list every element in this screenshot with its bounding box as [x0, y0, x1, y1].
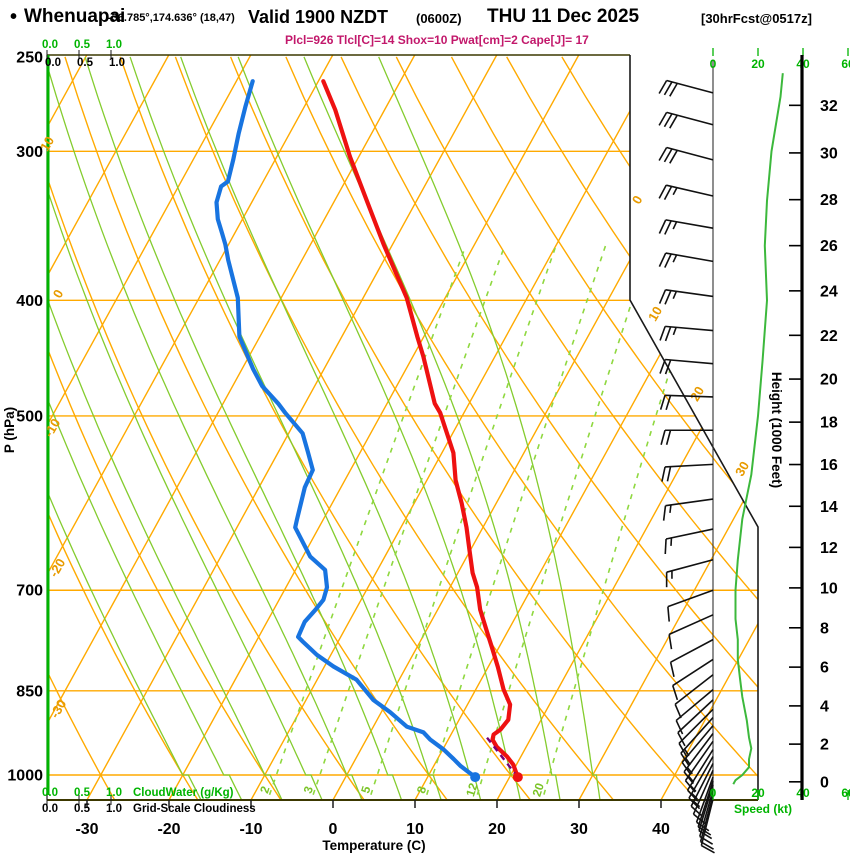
svg-text:8: 8 [820, 620, 829, 637]
svg-text:20: 20 [820, 372, 838, 389]
svg-text:500: 500 [16, 408, 43, 425]
pressure-axis: 250 300 400 500 700 850 1000 P (hPa) [2, 49, 43, 784]
svg-text:16: 16 [820, 457, 838, 474]
svg-text:1.0: 1.0 [109, 57, 125, 69]
parcel-path [484, 734, 519, 778]
svg-text:0.0: 0.0 [42, 787, 58, 799]
mixing-ratio-grid [265, 245, 710, 800]
isotherm-grid [47, 55, 758, 800]
svg-text:14: 14 [820, 499, 838, 516]
svg-text:10: 10 [406, 821, 424, 838]
svg-text:1.0: 1.0 [106, 803, 122, 815]
svg-text:400: 400 [16, 293, 43, 310]
svg-text:5: 5 [358, 784, 373, 795]
svg-text:P (hPa): P (hPa) [2, 407, 17, 453]
svg-text:6: 6 [820, 660, 829, 677]
surface-temperature-dot [512, 772, 523, 783]
svg-text:0.5: 0.5 [77, 57, 94, 69]
svg-text:0.0: 0.0 [42, 803, 58, 815]
plot-frame [46, 54, 759, 801]
svg-text:28: 28 [820, 192, 838, 209]
svg-text:850: 850 [16, 683, 43, 700]
cloud-scales: 0.0 0.0 0.0 0.0 0.5 0.5 0.5 0.5 1.0 1.0 1.0 1.0 Clou… [42, 39, 256, 815]
svg-text:-30: -30 [75, 821, 98, 838]
svg-text:Speed (kt): Speed (kt) [734, 802, 792, 816]
dewpoint-curve [214, 79, 478, 780]
wind-speed-curve [732, 73, 784, 785]
svg-text:10: 10 [820, 580, 838, 597]
svg-text:1.0: 1.0 [106, 787, 122, 799]
svg-text:1.0: 1.0 [106, 39, 122, 51]
svg-text:0: 0 [629, 193, 646, 207]
svg-text:10: 10 [37, 134, 57, 154]
station-coordinates: -36.785°,174.636° (18,47) [108, 12, 235, 24]
utc-time: (0600Z) [416, 11, 462, 26]
svg-text:CloudWater (g/Kg): CloudWater (g/Kg) [133, 787, 234, 799]
svg-text:0: 0 [50, 287, 67, 301]
svg-text:12: 12 [463, 781, 481, 798]
sounding-profiles [214, 79, 523, 783]
svg-text:-20: -20 [157, 821, 180, 838]
svg-text:0.0: 0.0 [45, 57, 61, 69]
svg-text:20: 20 [751, 786, 765, 800]
svg-text:0.5: 0.5 [74, 787, 91, 799]
svg-text:8: 8 [414, 784, 429, 795]
svg-text:18: 18 [820, 415, 838, 432]
svg-text:0.0: 0.0 [42, 39, 58, 51]
svg-text:1000: 1000 [7, 768, 43, 785]
svg-text:0: 0 [329, 821, 338, 838]
surface-dewpoint-dot [470, 772, 481, 783]
svg-text:60: 60 [841, 57, 850, 71]
valid-time: Valid 1900 NZDT [248, 7, 389, 27]
svg-text:0: 0 [710, 57, 717, 71]
svg-text:60: 60 [841, 786, 850, 800]
svg-text:32: 32 [820, 98, 838, 115]
svg-text:24: 24 [820, 283, 838, 300]
svg-text:30: 30 [732, 459, 752, 479]
svg-text:2: 2 [257, 784, 272, 795]
svg-text:-10: -10 [41, 416, 63, 440]
plot-area [47, 55, 758, 800]
wind-speed-axis: 00202040406060Speed (kt) [710, 48, 850, 816]
svg-text:250: 250 [16, 49, 43, 66]
svg-text:0.5: 0.5 [74, 39, 91, 51]
svg-text:4: 4 [820, 698, 829, 715]
svg-text:26: 26 [820, 238, 838, 255]
svg-text:0: 0 [710, 786, 717, 800]
svg-text:Temperature (C): Temperature (C) [322, 838, 425, 853]
svg-text:20: 20 [751, 57, 765, 71]
svg-text:Grid-Scale Cloudiness: Grid-Scale Cloudiness [133, 803, 256, 815]
svg-text:3: 3 [301, 784, 316, 795]
valid-date: THU 11 Dec 2025 [487, 6, 640, 27]
temperature-axis: -30 -20 -10 0 10 20 30 40 Temperature (C) [75, 800, 670, 853]
svg-text:10: 10 [645, 304, 665, 324]
svg-text:2: 2 [820, 737, 829, 754]
temperature-curve [321, 79, 520, 780]
forecast-lead-time: [30hrFcst@0517z] [701, 11, 812, 26]
svg-text:20: 20 [530, 781, 548, 798]
svg-text:20: 20 [687, 384, 707, 404]
svg-text:22: 22 [820, 328, 838, 345]
isobar-grid [47, 150, 758, 776]
mixing-ratio-labels: 2 3 5 8 12 20 [257, 781, 547, 798]
wind-barbs [658, 60, 715, 854]
svg-text:30: 30 [820, 145, 838, 162]
svg-text:Height (1000 Feet): Height (1000 Feet) [769, 372, 784, 488]
station-bullet-icon: • [10, 6, 18, 28]
svg-text:-10: -10 [239, 821, 262, 838]
svg-text:40: 40 [652, 821, 670, 838]
svg-text:12: 12 [820, 540, 838, 557]
svg-text:0.5: 0.5 [74, 803, 91, 815]
svg-text:300: 300 [16, 144, 43, 161]
svg-text:0: 0 [820, 774, 829, 791]
svg-text:20: 20 [488, 821, 506, 838]
sounding-indices: Plcl=926 Tlcl[C]=14 Shox=10 Pwat[cm]=2 C… [285, 33, 589, 47]
svg-text:700: 700 [16, 583, 43, 600]
svg-text:30: 30 [570, 821, 588, 838]
station-name: Whenuapai [24, 6, 126, 27]
